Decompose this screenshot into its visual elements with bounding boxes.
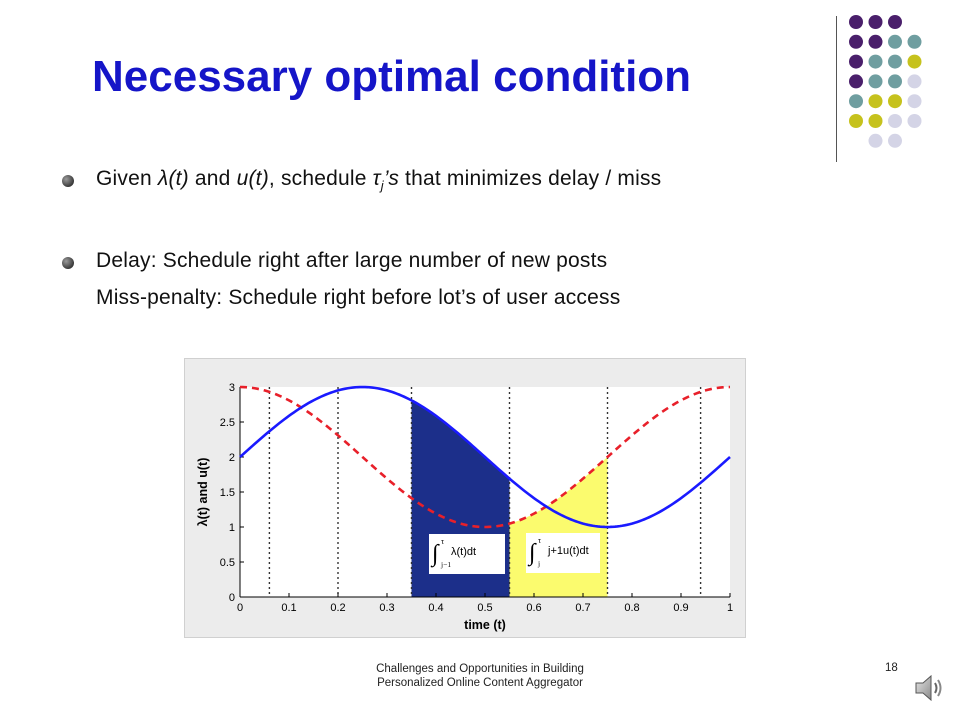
x-tick-label: 0.7 (575, 602, 590, 614)
decor-dot (888, 114, 902, 128)
integral-label-u-integral: ∫ (527, 540, 537, 567)
bullet-1-lambda: λ(t) (157, 167, 189, 190)
decor-dot (907, 34, 922, 49)
slide-title: Necessary optimal condition (92, 52, 692, 101)
x-tick-label: 0.6 (526, 602, 541, 614)
footer-text: Challenges and Opportunities in Building… (300, 662, 660, 690)
decor-dot (888, 34, 902, 49)
bullet-1-tau: τ (372, 167, 381, 190)
series-lambda-solid-line (239, 385, 731, 529)
integral-label-lambda: ∫ τ j−1λ(t)dt (429, 534, 505, 574)
y-tick-label: 0 (229, 592, 235, 604)
footer-line-1: Challenges and Opportunities in Building (376, 663, 584, 675)
integral-label-lambda-bg (429, 534, 505, 574)
x-tick-label: 0.5 (477, 602, 492, 614)
integral-label-u-expr: j+1u(t)dt (547, 545, 589, 557)
y-tick-label: 1.5 (220, 487, 235, 499)
integral-label-lambda-integral: ∫ (430, 541, 440, 568)
x-tick-label: 0.3 (379, 602, 394, 614)
bullet-1-sub: j (380, 178, 384, 194)
decor-dot (868, 133, 883, 148)
decor-dot (907, 74, 922, 89)
bullet-1-mid: , schedule (268, 167, 373, 190)
decor-dot (888, 15, 902, 29)
decor-dot (868, 34, 883, 49)
y-tick-label: 2.5 (220, 417, 235, 429)
y-tick-label: 3 (229, 382, 235, 394)
x-tick-label: 0.1 (281, 602, 296, 614)
decor-dot (888, 133, 902, 148)
x-tick-label: 0.4 (428, 602, 443, 614)
decor-dot (888, 74, 902, 89)
integral-label-lambda-lower: j−1 (440, 560, 451, 569)
decor-dot (849, 15, 863, 29)
decor-dot (849, 54, 863, 69)
y-axis-title: λ(t) and u(t) (196, 458, 210, 527)
bullet-2-line1: Delay: Schedule right after large number… (96, 249, 608, 272)
decor-dot (907, 94, 922, 109)
bullet-1-marker (62, 175, 74, 187)
integral-label-u-lower: j (537, 559, 540, 568)
decor-divider-line (836, 16, 837, 162)
bullet-1-tau-suffix: ’s (383, 167, 400, 190)
integral-label-u-bg (526, 533, 600, 573)
decor-dot (849, 94, 863, 109)
y-tick-label: 2 (229, 452, 235, 464)
bullet-1-rest: that minimizes delay / miss (399, 167, 662, 190)
series-u-dashed-line (239, 385, 731, 529)
bullet-1-text: Given λ(t) and u(t), schedule τj’s that … (96, 166, 661, 199)
x-axis-title: time (t) (464, 618, 506, 632)
decor-dot (907, 114, 922, 128)
decor-dot (868, 15, 883, 29)
bullet-2-marker (62, 257, 74, 269)
bullet-1-u: u(t) (236, 167, 269, 190)
y-tick-label: 0.5 (220, 557, 235, 569)
footer-line-2: Personalized Online Content Aggregator (377, 677, 583, 689)
chart-svg: 0 0.1 0.2 0.3 0.4 0.5 0.6 0.7 0.8 0.9 1 0 0.5 1 1.5 2 2.… (196, 382, 733, 632)
integral-label-u: ∫ τ j j+1u(t)dt (526, 533, 600, 573)
decor-dot (868, 114, 883, 128)
decor-dot (868, 74, 883, 89)
page-number: 18 (885, 662, 898, 674)
decorative-dot-grid (849, 15, 922, 148)
x-tick-label: 1 (727, 602, 733, 614)
integral-label-lambda-expr: λ(t)dt (451, 546, 476, 558)
bullet-1-and: and (188, 167, 237, 190)
decor-dot (907, 54, 922, 69)
x-tick-label: 0 (237, 602, 243, 614)
decor-dot (868, 54, 883, 69)
speaker-icon[interactable] (912, 672, 948, 704)
x-tick-label: 0.8 (624, 602, 639, 614)
x-tick-label: 0.2 (330, 602, 345, 614)
integral-label-u-upper: τ (538, 536, 542, 545)
bullet-1-prefix: Given (96, 167, 158, 190)
integral-label-lambda-upper: τ (441, 537, 445, 546)
chart-figure: 0 0.1 0.2 0.3 0.4 0.5 0.6 0.7 0.8 0.9 1 0 0.5 1 1.5 2 2.… (184, 358, 746, 638)
y-tick-label: 1 (229, 522, 235, 534)
decor-dot (888, 94, 902, 109)
decor-dot (849, 114, 863, 128)
x-tick-label: 0.9 (673, 602, 688, 614)
decor-dot (868, 94, 883, 109)
decor-dot (849, 34, 863, 49)
decor-dot (849, 74, 863, 89)
decor-dot (888, 54, 902, 69)
bullet-2-line2: Miss-penalty: Schedule right before lot’… (96, 286, 621, 309)
